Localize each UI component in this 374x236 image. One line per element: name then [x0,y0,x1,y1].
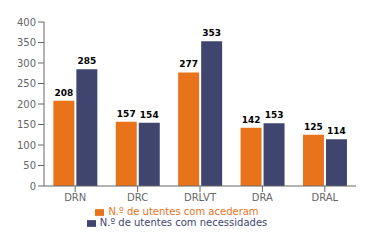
svg-text:353: 353 [202,28,221,38]
svg-text:153: 153 [265,110,284,120]
svg-text:DRA: DRA [252,192,273,203]
svg-text:125: 125 [304,122,323,132]
svg-text:285: 285 [77,56,96,66]
html-text:N.º de utentes com acederam: N.º de utentes com acederam [108,206,259,217]
svg-text:277: 277 [179,59,198,69]
svg-text:157: 157 [117,109,136,119]
svg-text:DRC: DRC [127,192,148,203]
svg-text:142: 142 [242,115,261,125]
html-text:N.º de utentes com necessidade: N.º de utentes com necessidades [99,217,268,228]
svg-text:300: 300 [17,58,36,69]
svg-text:208: 208 [54,88,73,98]
svg-text:100: 100 [17,140,36,151]
svg-text:400: 400 [17,17,36,28]
svg-text:DRLVT: DRLVT [184,192,217,203]
svg-text:350: 350 [17,37,36,48]
svg-text:DRAL: DRAL [311,192,338,203]
svg-text:50: 50 [23,160,36,171]
svg-text:200: 200 [17,99,36,110]
svg-text:DRN: DRN [64,192,86,203]
svg-text:150: 150 [17,119,36,130]
svg-text:250: 250 [17,78,36,89]
svg-text:114: 114 [327,126,346,136]
svg-text:154: 154 [140,110,159,120]
svg-text:0: 0 [30,181,36,192]
